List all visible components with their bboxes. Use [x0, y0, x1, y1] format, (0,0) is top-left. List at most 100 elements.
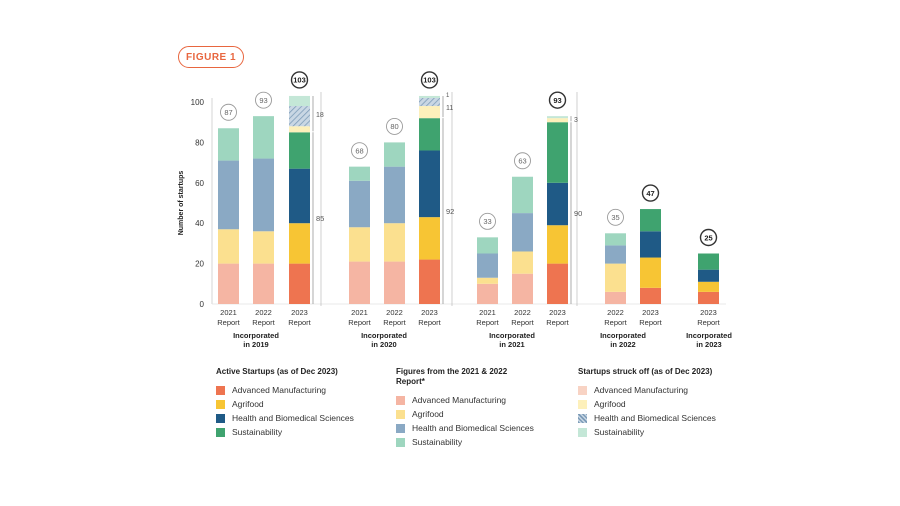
bar-segment-sustainability [477, 237, 498, 254]
bar-segment-sustainability [349, 166, 370, 181]
legend-item: Health and Biomedical Sciences [578, 411, 718, 425]
bar-segment-advanced-manufacturing [253, 263, 274, 304]
bar-segment-advanced-manufacturing [384, 261, 405, 304]
total-circle [290, 71, 309, 89]
legend-item: Advanced Manufacturing [396, 393, 536, 407]
bar-category-label-year: 2021 [351, 308, 368, 317]
total-label: 68 [355, 146, 363, 155]
legend-item-label: Health and Biomedical Sciences [412, 423, 534, 433]
total-circle [420, 71, 439, 89]
bar-segment-health-and-biomedical-sciences [512, 213, 533, 252]
legend-list-struck-off: Advanced Manufacturing Agrifood Health and… [578, 383, 718, 439]
legend-title-struck-off: Startups struck off (as of Dec 2023) [578, 367, 713, 376]
bar-category-label-report: Report [546, 318, 569, 327]
bar-category-label-year: 2023 [549, 308, 566, 317]
total-label: 87 [224, 108, 232, 117]
bar-segment-health-and-biomedical-sciences [384, 166, 405, 224]
struck-off-segment-agrifood [419, 106, 440, 119]
struck-off-segment-agrifood [289, 126, 310, 133]
bar-segment-sustainability [384, 142, 405, 167]
bar-segment-health-and-biomedical-sciences [253, 158, 274, 232]
bar-segment-advanced-manufacturing [698, 291, 719, 304]
struck-off-segment-health-and-biomedical-sciences [289, 106, 310, 127]
legend-swatch [216, 399, 225, 409]
struck-bracket-label: 18 [316, 112, 324, 119]
bar-segment-health-and-biomedical-sciences [698, 269, 719, 282]
legend-title-active: Active Startups (as of Dec 2023) [216, 367, 338, 376]
bar-segment-advanced-manufacturing [218, 263, 239, 304]
struck-off-segment-sustainability [547, 116, 568, 119]
legend-item: Agrifood [396, 407, 536, 421]
total-label: 93 [259, 96, 267, 105]
legend-item: Sustainability [578, 425, 718, 439]
bar-segment-sustainability [289, 132, 310, 169]
struck-off-segment-sustainability [419, 95, 440, 98]
figure-label-badge: FIGURE 1 [178, 46, 244, 68]
legend-swatch [216, 413, 225, 423]
bar-segment-advanced-manufacturing [547, 263, 568, 304]
bar-category-label-report: Report [217, 318, 240, 327]
legend-swatch [578, 399, 587, 409]
bar-segment-agrifood [218, 229, 239, 264]
active-bracket-label: 92 [446, 207, 454, 216]
bar-segment-health-and-biomedical-sciences [477, 253, 498, 278]
total-circle [641, 184, 660, 202]
legend-item: Sustainability [396, 435, 536, 449]
active-bracket-label: 90 [574, 209, 582, 218]
bar-segment-advanced-manufacturing [419, 259, 440, 304]
bar-segment-sustainability [419, 118, 440, 151]
bar-segment-agrifood [547, 225, 568, 264]
bar-segment-agrifood [477, 277, 498, 284]
legend-list-active: Advanced Manufacturing Agrifood Health and… [216, 383, 356, 439]
total-label: 25 [704, 233, 712, 242]
bar-segment-agrifood [349, 227, 370, 262]
active-bracket-label: 85 [316, 214, 324, 223]
bar-category-label-year: 2023 [700, 308, 717, 317]
legend-item-label: Agrifood [594, 399, 626, 409]
total-circle [699, 228, 718, 247]
total-label: 33 [483, 217, 491, 226]
bar-category-label-year: 2022 [255, 308, 272, 317]
group-label-line2: in 2022 [610, 340, 635, 349]
legend-item-label: Health and Biomedical Sciences [232, 413, 354, 423]
legend-item: Agrifood [578, 397, 718, 411]
total-label: 63 [518, 157, 526, 166]
group-label-line1: Incorporated [361, 331, 407, 340]
legend-item: Health and Biomedical Sciences [216, 411, 356, 425]
legend-item-label: Sustainability [232, 427, 283, 437]
bar-segment-health-and-biomedical-sciences [640, 231, 661, 258]
bar-segment-sustainability [547, 122, 568, 183]
struck-bracket-label: 3 [574, 117, 578, 124]
legend-item: Advanced Manufacturing [578, 383, 718, 397]
bar-segment-agrifood [512, 251, 533, 274]
struck-off-segment-sustainability [289, 95, 310, 107]
total-circle [548, 91, 567, 109]
total-label: 35 [611, 213, 619, 222]
group-label-line2: in 2023 [696, 340, 721, 349]
total-label: 103 [293, 76, 306, 85]
bar-category-label-year: 2023 [642, 308, 659, 317]
y-tick-label: 0 [200, 300, 205, 309]
group-label-line1: Incorporated [489, 331, 535, 340]
group-label-line2: in 2021 [499, 340, 524, 349]
legend-item-label: Sustainability [594, 427, 645, 437]
bar-category-label-year: 2021 [220, 308, 237, 317]
bar-category-label-report: Report [252, 318, 275, 327]
total-circle [386, 117, 403, 135]
bar-category-label-year: 2022 [386, 308, 403, 317]
bar-segment-health-and-biomedical-sciences [289, 168, 310, 224]
legend-item-label: Agrifood [412, 409, 444, 419]
bar-segment-sustainability [512, 176, 533, 214]
legend-reported: Figures from the 2021 & 2022 Report* Adv… [396, 367, 536, 449]
bar-category-label-report: Report [383, 318, 406, 327]
bar-segment-advanced-manufacturing [605, 291, 626, 304]
total-circle [479, 212, 496, 230]
total-label: 93 [553, 96, 561, 105]
legend-swatch [578, 427, 587, 437]
legend-item: Sustainability [216, 425, 356, 439]
bar-category-label-year: 2022 [514, 308, 531, 317]
bar-category-label-year: 2023 [421, 308, 438, 317]
bar-category-label-report: Report [511, 318, 534, 327]
bar-segment-sustainability [640, 209, 661, 232]
